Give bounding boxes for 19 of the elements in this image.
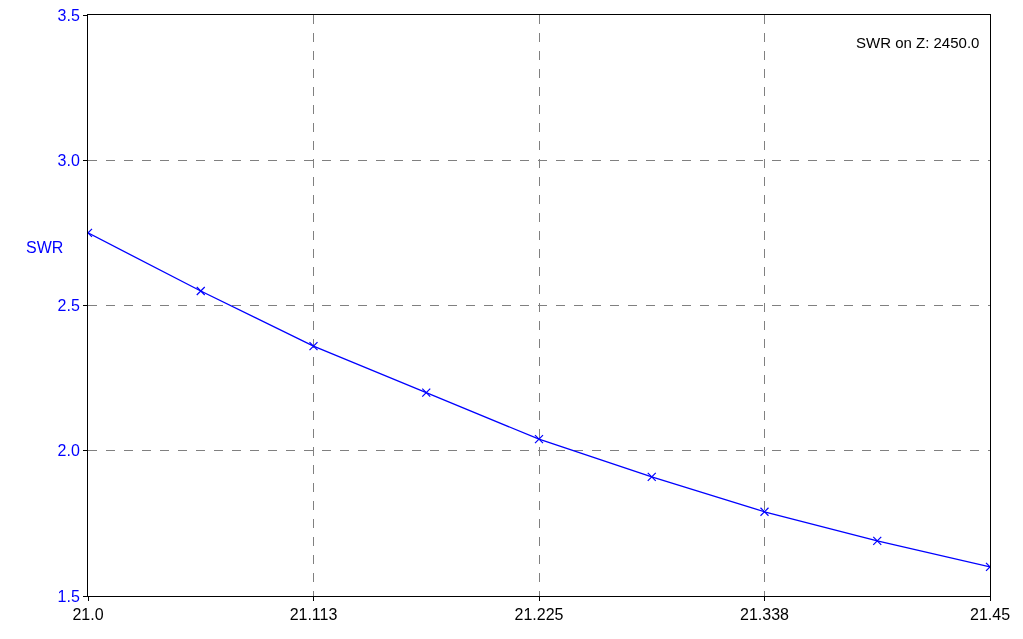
- y-tick-label: 1.5: [57, 587, 80, 605]
- x-tick-label: 21.113: [289, 606, 338, 624]
- y-axis-title: SWR: [26, 239, 64, 256]
- point: [872, 536, 882, 546]
- y-tick-label: 2.5: [57, 297, 80, 315]
- x-tick-label: 21.45: [969, 606, 1011, 624]
- point: [534, 434, 544, 444]
- x-tick-label: 21.338: [740, 606, 790, 624]
- y-tick-label: 3.0: [57, 151, 80, 169]
- point: [196, 286, 206, 296]
- point: [647, 472, 657, 482]
- x-tick-label: 21.225: [514, 606, 564, 624]
- point: [421, 388, 431, 398]
- y-tick-label: 2.0: [57, 442, 80, 460]
- point: [759, 507, 770, 517]
- x-tick-label: 21.0: [72, 606, 104, 624]
- y-tick-label: 3.5: [57, 6, 80, 24]
- annotation: SWR on Z: 2450.0: [856, 34, 980, 51]
- point: [308, 341, 319, 351]
